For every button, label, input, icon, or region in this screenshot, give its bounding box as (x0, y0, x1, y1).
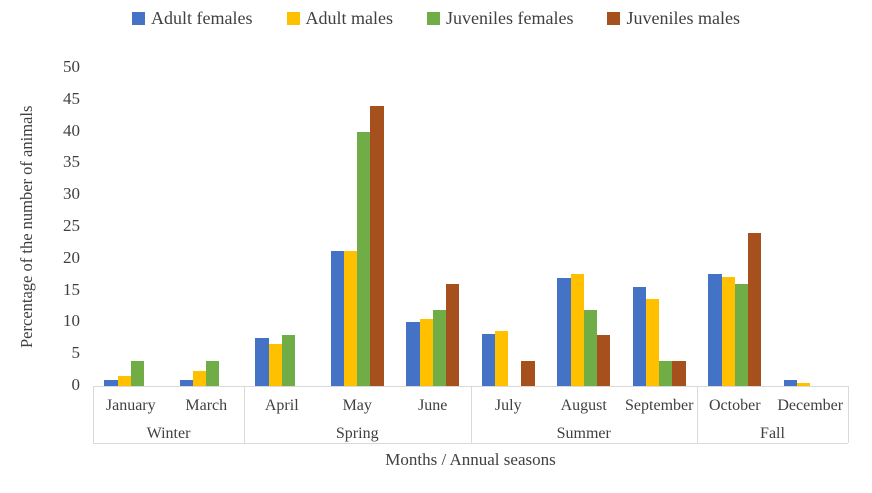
bar-adult-males-september (646, 298, 660, 386)
season-label-spring: Spring (335, 425, 379, 442)
bar-juveniles-males-september (672, 360, 686, 386)
y-tick-label-15: 15 (63, 279, 80, 299)
legend-swatch-adult-males (286, 11, 300, 25)
season-separator-line (93, 386, 94, 443)
season-separator-line (244, 386, 245, 443)
y-tick-label-0: 0 (71, 375, 81, 394)
bar-adult-females-january (104, 379, 118, 386)
bar-juveniles-females-june (432, 309, 446, 386)
bar-juveniles-females-january (130, 360, 144, 386)
month-label-march: March (185, 397, 228, 414)
month-label-september: September (625, 397, 694, 414)
bar-adult-males-october (721, 277, 735, 386)
bar-adult-females-october (708, 274, 722, 386)
category-box-bottom-border (93, 443, 848, 444)
bar-adult-females-may (330, 250, 345, 386)
y-tick-label-30: 30 (63, 184, 80, 204)
bar-juveniles-females-may (357, 131, 371, 386)
bar-juveniles-males-july (521, 360, 535, 386)
bar-adult-females-december (783, 379, 798, 386)
month-label-may: May (342, 397, 372, 414)
y-tick-label-25: 25 (63, 216, 80, 235)
bar-juveniles-females-october (734, 284, 748, 386)
season-separator-line (697, 386, 698, 443)
bar-juveniles-males-october (747, 233, 762, 386)
legend-swatch-juveniles-males (607, 11, 621, 25)
bar-adult-females-august (557, 277, 571, 386)
season-separator-line (470, 386, 472, 443)
legend-swatch-juveniles-females (427, 11, 441, 25)
bar-adult-females-september (632, 286, 647, 386)
season-label-summer: Summer (556, 425, 611, 442)
y-tick-label-35: 35 (63, 152, 80, 172)
bar-juveniles-males-may (370, 106, 384, 386)
season-label-fall: Fall (760, 425, 785, 442)
bar-juveniles-females-september (659, 360, 673, 386)
bar-adult-males-april (268, 344, 282, 386)
month-label-december: December (777, 397, 844, 414)
bar-juveniles-females-august (583, 309, 597, 386)
legend-item-adult-females: Adult females (132, 7, 253, 29)
chart-legend: Adult females Adult males Juveniles female… (0, 6, 872, 30)
bar-juveniles-males-august (596, 335, 611, 386)
bar-juveniles-females-april (281, 335, 295, 386)
legend-swatch-adult-females (132, 11, 146, 25)
month-label-july: July (494, 397, 522, 414)
y-tick-label-10: 10 (63, 311, 80, 331)
bar-adult-females-june (406, 322, 420, 386)
month-label-january: January (105, 397, 156, 414)
bar-adult-males-june (419, 319, 433, 386)
month-label-april: April (264, 397, 299, 414)
bar-adult-females-april (255, 338, 269, 386)
x-axis-title: Months / Annual seasons (385, 450, 556, 469)
y-tick-label-20: 20 (63, 247, 80, 267)
legend-item-adult-males: Adult males (286, 7, 394, 29)
y-tick-label-50: 50 (63, 57, 80, 76)
bar-adult-males-january (117, 376, 131, 386)
y-tick-label-45: 45 (63, 88, 80, 108)
season-label-winter: Winter (146, 425, 191, 442)
season-separator-line (848, 386, 849, 443)
bar-adult-males-may (344, 251, 358, 386)
legend-label: Juveniles females (446, 7, 574, 28)
bar-adult-males-july (495, 331, 509, 386)
bar-adult-males-august (570, 274, 584, 386)
legend-label: Adult females (151, 7, 253, 28)
month-label-june: June (418, 397, 448, 414)
bar-adult-males-december (797, 383, 811, 386)
legend-item-juveniles-males: Juveniles males (607, 7, 740, 29)
legend-label: Adult males (305, 7, 394, 28)
y-tick-label-5: 5 (71, 343, 81, 363)
y-tick-label-40: 40 (63, 120, 80, 140)
bar-juveniles-females-march (206, 360, 220, 386)
legend-item-juveniles-females: Juveniles females (427, 8, 573, 29)
legend-label: Juveniles males (626, 7, 740, 28)
bar-adult-males-march (193, 370, 207, 386)
bar-juveniles-males-june (445, 284, 460, 386)
bar-adult-females-july (481, 334, 496, 386)
month-label-august: August (560, 397, 607, 414)
bar-adult-females-march (179, 379, 194, 386)
month-label-october: October (708, 397, 761, 414)
